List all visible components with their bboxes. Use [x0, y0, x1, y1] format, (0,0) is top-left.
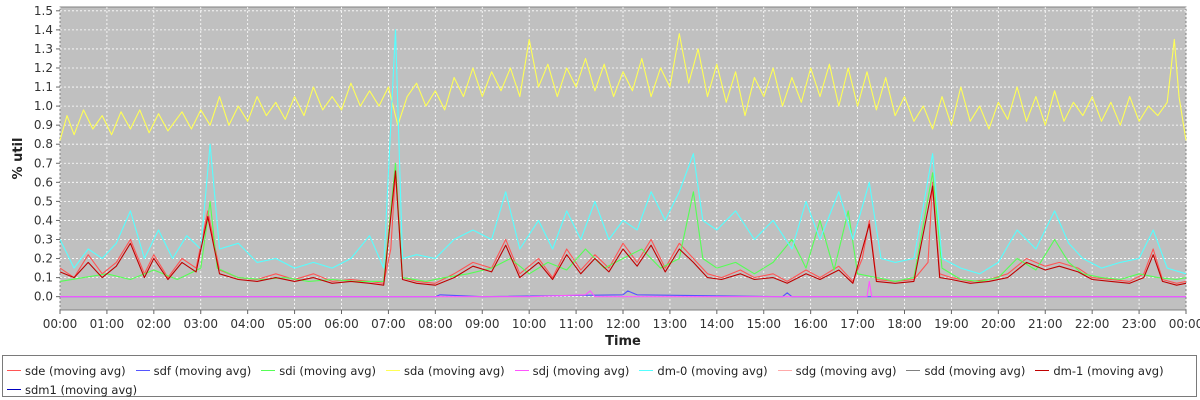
- y-axis-title: % util: [11, 138, 26, 180]
- y-tick-label: 0.0: [34, 290, 53, 304]
- y-tick-label: 0.2: [34, 252, 53, 266]
- x-tick-label: 08:00: [418, 317, 453, 331]
- legend-label: sda (moving avg): [404, 363, 505, 378]
- x-tick-label: 20:00: [981, 317, 1016, 331]
- legend-swatch: [514, 370, 529, 371]
- y-tick-label: 0.5: [34, 194, 53, 208]
- series-line-dm-1: [59, 170, 1187, 286]
- x-tick-label: 02:00: [137, 317, 172, 331]
- y-tick-label: 0.6: [34, 175, 53, 189]
- x-tick-label: 00:00: [43, 317, 78, 331]
- y-tick-label: 1.5: [34, 4, 53, 18]
- series-line-sda: [59, 33, 1187, 141]
- x-tick-label: 12:00: [606, 317, 641, 331]
- legend-swatch: [7, 389, 21, 390]
- x-tick-label: 11:00: [559, 317, 594, 331]
- x-tick-label: 18:00: [887, 317, 922, 331]
- legend-label: sdi (moving avg): [279, 363, 377, 378]
- legend-swatch: [1035, 370, 1050, 371]
- x-tick-label: 15:00: [746, 317, 781, 331]
- legend-label: sdg (moving avg): [795, 363, 897, 378]
- legend-item: sdf (moving avg): [135, 361, 252, 380]
- legend-item: dm-1 (moving avg): [1035, 361, 1164, 380]
- legend-label: sdm1 (moving avg): [25, 382, 138, 397]
- x-tick-label: 05:00: [277, 317, 312, 331]
- legend-swatch: [906, 370, 921, 371]
- series-line-sdj: [60, 280, 1186, 298]
- x-tick-label: 21:00: [1028, 317, 1063, 331]
- x-tick-label: 14:00: [700, 317, 735, 331]
- legend-label: sdj (moving avg): [532, 363, 630, 378]
- x-tick-label: 03:00: [183, 317, 218, 331]
- legend-item: sdi (moving avg): [261, 361, 376, 380]
- x-tick-label: 00:00: [1169, 317, 1200, 331]
- legend-label: dm-1 (moving avg): [1053, 363, 1164, 378]
- axes: 0.0 0.1 0.2 0.3 0.4 0.5 0.6 0.7 0.8 0.9 1.0 1.1 1.2 1…: [34, 4, 1200, 331]
- legend-swatch: [135, 370, 150, 371]
- legend-item: sda (moving avg): [386, 361, 505, 380]
- x-tick-label: 10:00: [512, 317, 547, 331]
- y-tick-label: 1.2: [34, 61, 53, 75]
- y-tick-label: 1.4: [34, 23, 53, 37]
- y-tick-label: 0.1: [34, 271, 53, 285]
- x-tick-label: 17:00: [840, 317, 875, 331]
- series-line-dm-0: [59, 29, 1187, 275]
- legend-item: sdm1 (moving avg): [7, 380, 137, 399]
- x-tick-label: 09:00: [465, 317, 500, 331]
- x-tick-label: 22:00: [1075, 317, 1110, 331]
- legend-item: sde (moving avg): [7, 361, 126, 380]
- legend-swatch: [639, 370, 654, 371]
- legend-label: dm-0 (moving avg): [657, 363, 768, 378]
- x-tick-label: 06:00: [324, 317, 359, 331]
- y-tick-label: 0.9: [34, 118, 53, 132]
- legend-item: sdg (moving avg): [777, 361, 897, 380]
- x-tick-label: 04:00: [230, 317, 265, 331]
- y-tick-label: 1.3: [34, 42, 53, 56]
- legend-item: sdd (moving avg): [906, 361, 1025, 380]
- y-tick-label: 0.8: [34, 137, 53, 151]
- legend-label: sdd (moving avg): [924, 363, 1026, 378]
- y-tick-label: 0.3: [34, 232, 53, 246]
- series-lines: [59, 29, 1187, 298]
- x-tick-label: 23:00: [1122, 317, 1157, 331]
- legend-item: sdj (moving avg): [514, 361, 630, 380]
- legend-label: sde (moving avg): [25, 363, 126, 378]
- legend-swatch: [261, 370, 276, 371]
- x-tick-label: 16:00: [793, 317, 828, 331]
- chart: 0.0 0.1 0.2 0.3 0.4 0.5 0.6 0.7 0.8 0.9 1.0 1.1 1.2 1…: [11, 4, 1200, 349]
- x-tick-label: 19:00: [934, 317, 969, 331]
- legend-swatch: [386, 370, 401, 371]
- y-tick-label: 0.7: [34, 156, 53, 170]
- x-tick-label: 13:00: [653, 317, 688, 331]
- legend-item: dm-0 (moving avg): [639, 361, 768, 380]
- y-tick-label: 1.1: [34, 80, 53, 94]
- x-tick-label: 01:00: [90, 317, 125, 331]
- legend: sde (moving avg) sdf (moving avg) sdi (mov…: [2, 355, 1197, 397]
- legend-swatch: [7, 370, 21, 371]
- x-axis-title: Time: [605, 334, 641, 349]
- y-tick-label: 1.0: [34, 99, 53, 113]
- y-tick-label: 0.4: [34, 213, 53, 227]
- legend-label: sdf (moving avg): [153, 363, 252, 378]
- legend-swatch: [777, 370, 792, 371]
- x-tick-label: 07:00: [371, 317, 406, 331]
